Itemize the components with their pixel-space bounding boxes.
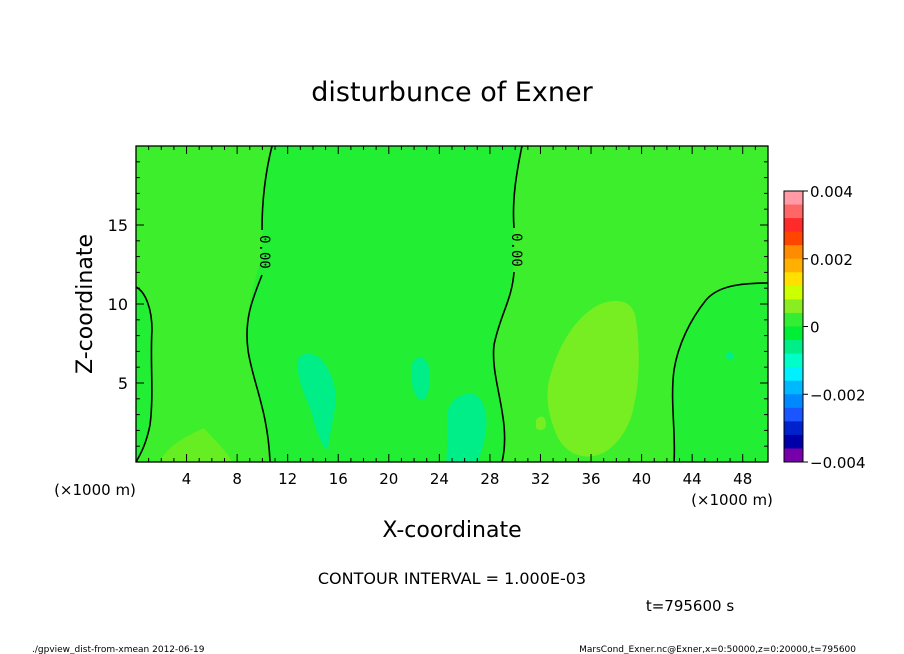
y-tick-label: 15 xyxy=(108,216,128,235)
colorbar-tick-label: −0.002 xyxy=(810,386,866,404)
colorbar-level xyxy=(784,204,803,219)
field-blob-negative-2 xyxy=(412,357,431,401)
colorbar-level xyxy=(784,245,803,260)
x-unit-left: (×1000 m) xyxy=(54,481,136,499)
x-axis: 4 8 12 16 20 24 28 32 36 40 44 48 xyxy=(148,146,756,488)
colorbar-level xyxy=(784,448,803,463)
field-blob-negative-1 xyxy=(297,353,336,450)
field-region-left-edge xyxy=(136,287,152,462)
x-tick-label: 36 xyxy=(581,470,600,488)
x-tick-label: 16 xyxy=(329,470,348,488)
y-axis-label: Z-coordinate xyxy=(73,234,98,374)
x-tick-label: 40 xyxy=(632,470,651,488)
field-blob-negative-3 xyxy=(446,393,487,462)
chart-title: disturbunce of Exner xyxy=(311,77,593,108)
colorbar-level xyxy=(784,340,803,355)
field-blob-negative-4 xyxy=(726,352,734,360)
field-blob-positive-2 xyxy=(547,300,639,457)
field-blob-positive-1 xyxy=(160,428,232,462)
zero-contour-2 xyxy=(492,145,523,463)
colorbar-level xyxy=(784,272,803,287)
contour-label-2: 0.00 xyxy=(508,233,524,267)
x-axis-label: X-coordinate xyxy=(382,518,521,543)
colorbar-level xyxy=(784,218,803,233)
y-tick-label: 5 xyxy=(118,374,128,393)
x-tick-label: 20 xyxy=(379,470,398,488)
colorbar-level xyxy=(784,380,803,395)
time-text: t=795600 s xyxy=(646,597,734,615)
colorbar-level xyxy=(784,285,803,300)
y-axis: 5 10 15 xyxy=(108,161,768,447)
x-tick-label: 48 xyxy=(733,470,752,488)
colorbar-level xyxy=(784,367,803,382)
colorbar-level xyxy=(784,191,803,206)
x-tick-label: 44 xyxy=(683,470,702,488)
colorbar-level xyxy=(784,326,803,341)
zero-contour-3 xyxy=(135,286,153,463)
footer-left: ./gpview_dist-from-xmean 2012-06-19 xyxy=(32,645,205,654)
x-tick-label: 8 xyxy=(232,470,242,488)
colorbar-tick-label: −0.004 xyxy=(810,454,866,472)
zero-contour-1 xyxy=(246,145,273,463)
colorbar-level xyxy=(784,312,803,327)
colorbar-level xyxy=(784,258,803,273)
x-tick-label: 4 xyxy=(182,470,192,488)
x-tick-label: 12 xyxy=(278,470,297,488)
colorbar-level xyxy=(784,353,803,368)
colorbar-tick-label: 0.002 xyxy=(810,251,853,269)
field-blob-positive-3 xyxy=(536,416,546,431)
colorbar-level xyxy=(784,434,803,449)
colorbar-level xyxy=(784,407,803,422)
colorbar-tick-label: 0.004 xyxy=(810,183,853,201)
field-region-bottom-right xyxy=(672,283,768,462)
colorbar-tick-label: 0 xyxy=(810,319,820,337)
x-unit-right: (×1000 m) xyxy=(691,491,773,509)
colorbar-level xyxy=(784,421,803,436)
x-tick-label: 24 xyxy=(430,470,449,488)
zero-contour-4 xyxy=(671,282,769,463)
contour-label-1: 0.00 xyxy=(256,235,272,269)
x-tick-label: 32 xyxy=(531,470,550,488)
plot-area: 0.00 0.00 xyxy=(135,145,769,463)
field-region-left xyxy=(136,146,272,462)
x-tick-label: 28 xyxy=(480,470,499,488)
colorbar: 0.004 0.002 0 −0.002 −0.004 xyxy=(783,183,866,472)
contour-interval-text: CONTOUR INTERVAL = 1.000E-03 xyxy=(318,569,586,588)
colorbar-level xyxy=(784,394,803,409)
colorbar-level xyxy=(784,299,803,314)
colorbar-level xyxy=(784,231,803,246)
y-tick-label: 10 xyxy=(108,295,128,314)
footer-right: MarsCond_Exner.nc@Exner,x=0:50000,z=0:20… xyxy=(579,645,856,654)
